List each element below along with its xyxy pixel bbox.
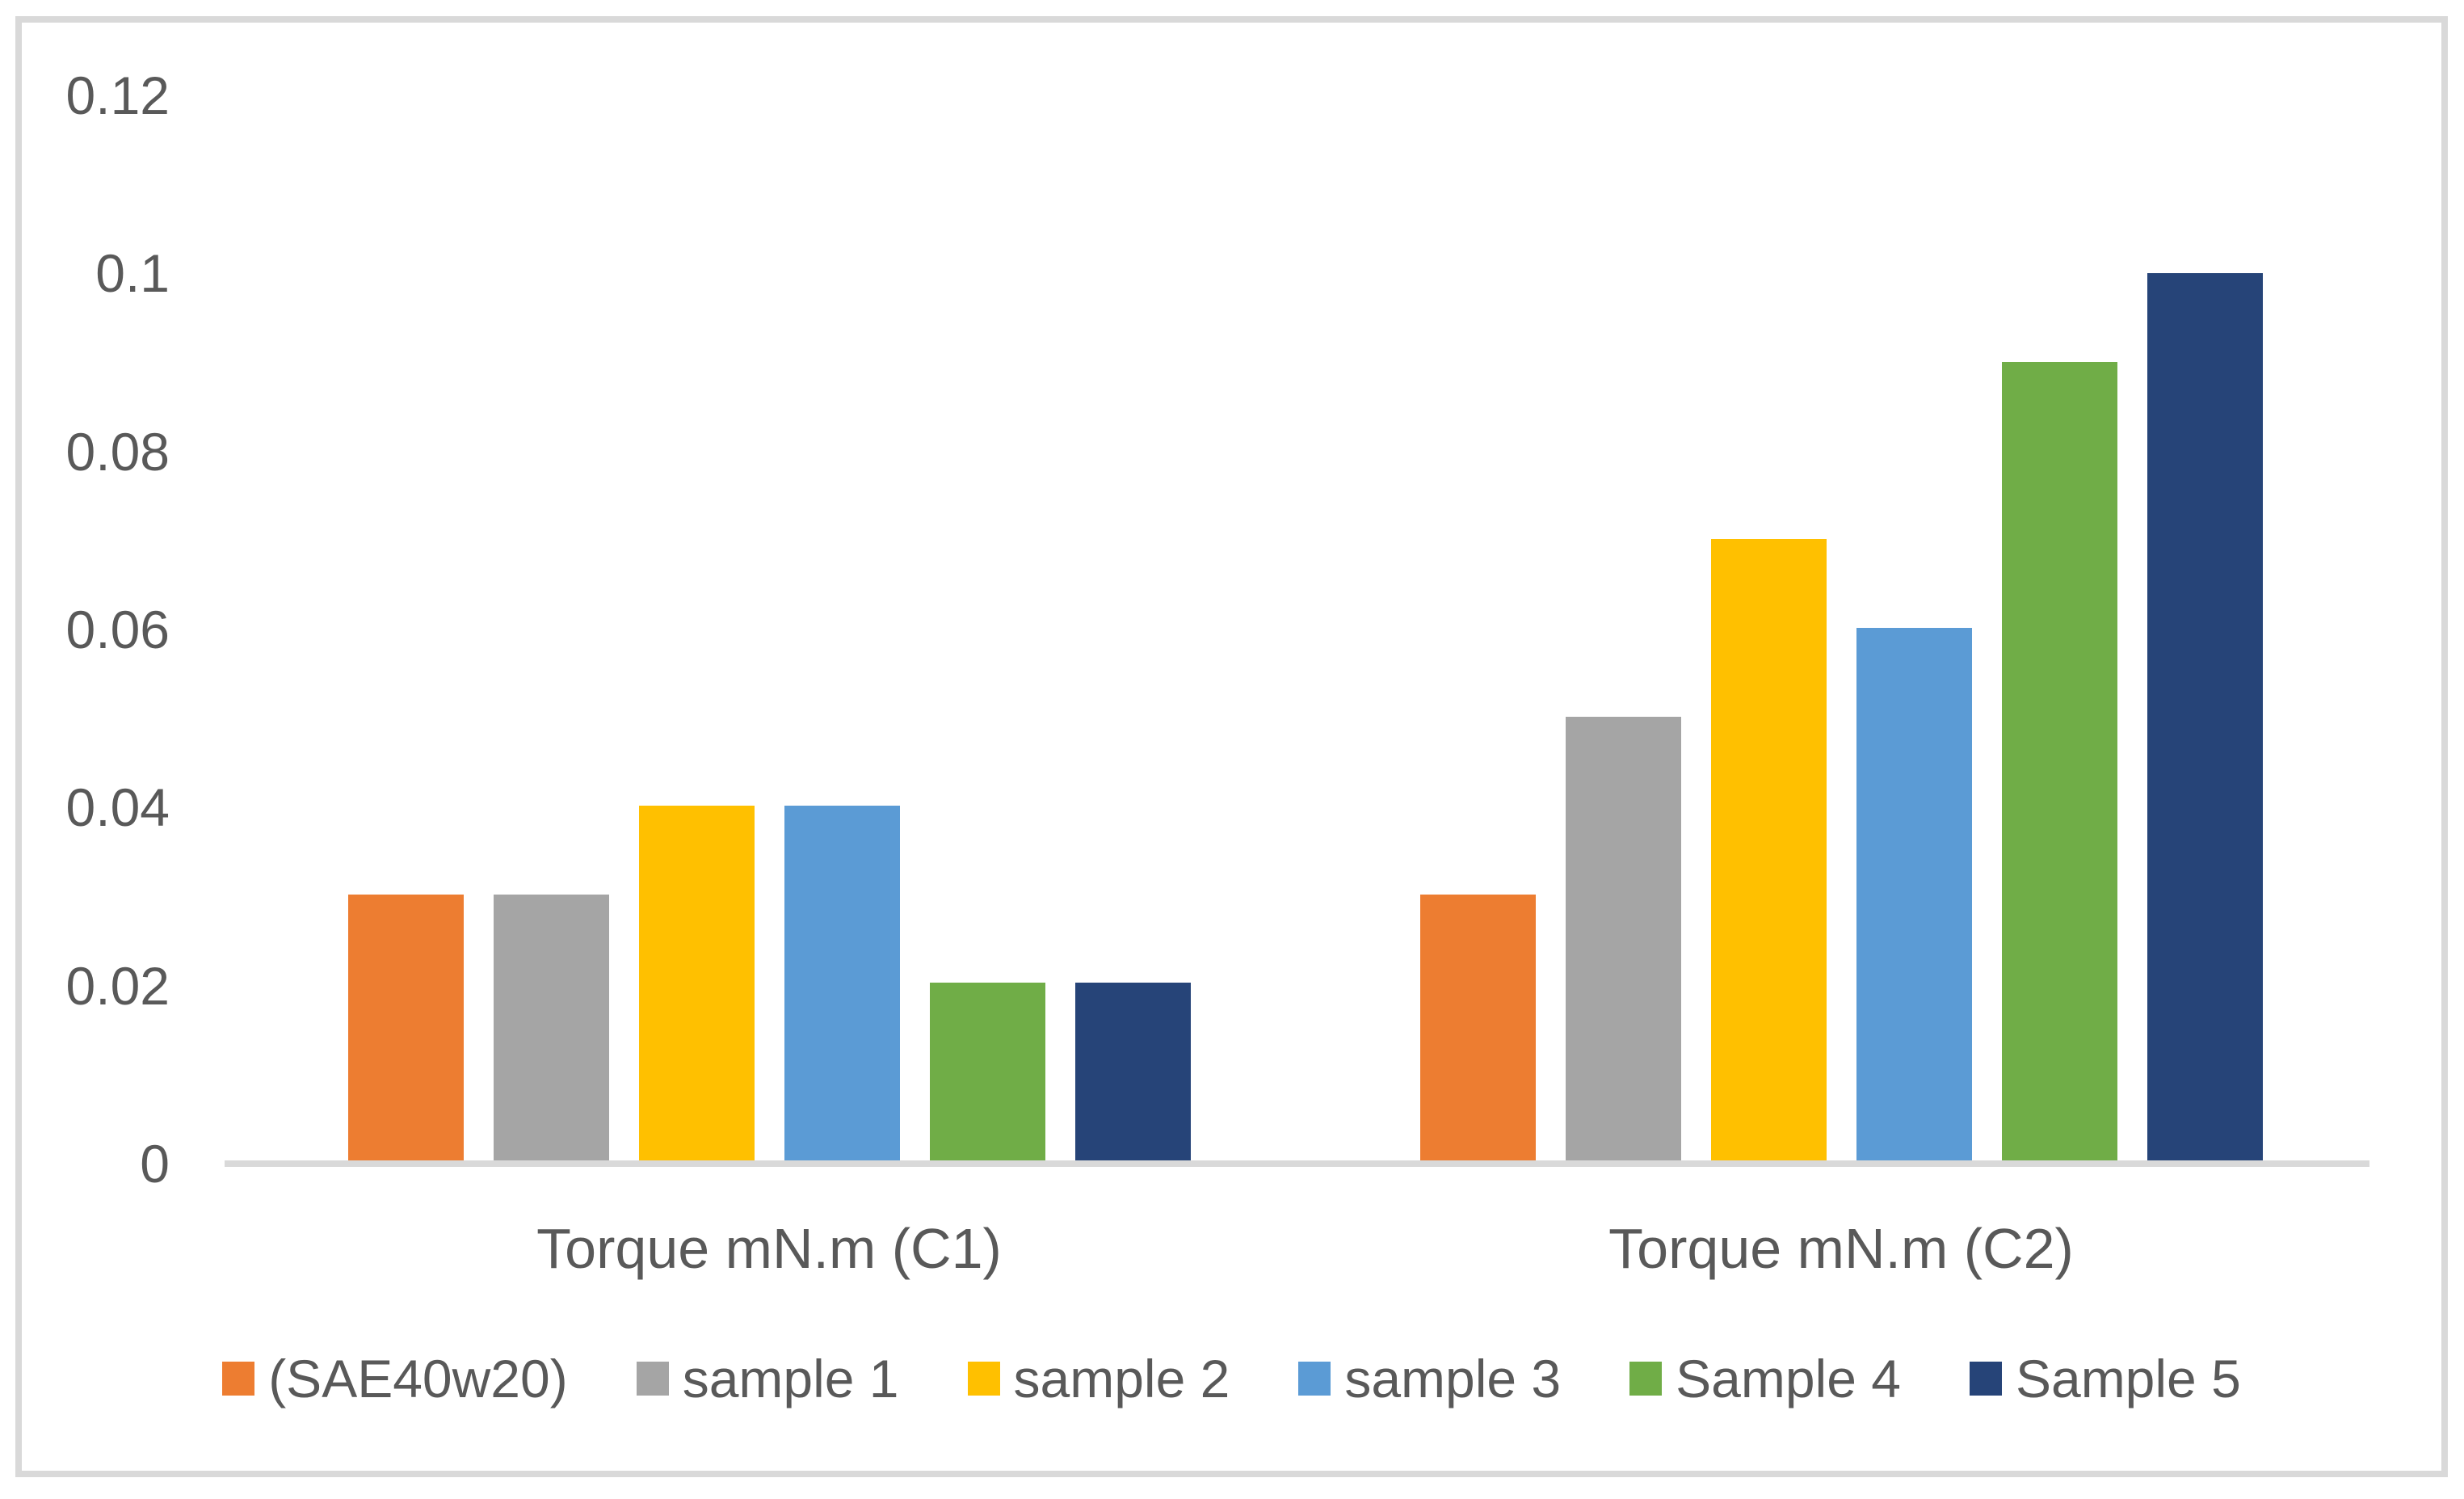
legend-label: (SAE40w20): [268, 1349, 568, 1408]
legend: (SAE40w20) sample 1 sample 2 sample 3 Sample…: [22, 1352, 2441, 1405]
bar-sample-5: [2147, 272, 2263, 1160]
bar-sae40w20: [348, 894, 464, 1160]
bar-group-2: [1420, 95, 2263, 1160]
legend-item: Sample 5: [1969, 1349, 2241, 1408]
legend-item: Sample 4: [1629, 1352, 1901, 1405]
legend-item: sample 2: [967, 1349, 1230, 1408]
bar-sample-2: [639, 805, 755, 1160]
x-axis-labels: Torque mN.m (C1) Torque mN.m (C2): [22, 1220, 2441, 1277]
category-label: Torque mN.m (C2): [1608, 1217, 2074, 1280]
bar-sample-3: [1856, 628, 1972, 1160]
bar-sample-3: [784, 805, 900, 1160]
y-tick-label: 0.1: [95, 243, 170, 304]
legend-label: sample 1: [682, 1349, 899, 1408]
legend-item: sample 3: [1298, 1352, 1561, 1405]
legend-label: sample 2: [1013, 1349, 1230, 1408]
bar-sae40w20: [1420, 894, 1536, 1160]
bar-sample-4: [2002, 361, 2117, 1160]
legend-swatch-icon: [1629, 1362, 1663, 1396]
x-axis-line: [225, 1160, 2369, 1167]
legend-label: Sample 5: [2015, 1349, 2241, 1408]
y-axis: 0 0.02 0.04 0.06 0.08 0.1 0.12: [22, 69, 170, 1190]
y-tick-label: 0: [140, 1134, 170, 1194]
legend-swatch-icon: [1298, 1362, 1331, 1396]
legend-item: sample 1: [636, 1349, 899, 1408]
bar-sample-1: [494, 894, 609, 1160]
y-tick-label: 0.08: [65, 421, 170, 482]
legend-swatch-icon: [222, 1362, 255, 1396]
chart-frame: 0 0.02 0.04 0.06 0.08 0.1 0.12 Torque mN.m (C1…: [15, 16, 2448, 1477]
y-tick-label: 0.12: [65, 65, 170, 125]
bar-sample-2: [1711, 539, 1827, 1160]
legend-item: (SAE40w20): [222, 1352, 568, 1405]
bar-sample-4: [930, 983, 1045, 1160]
bar-sample-1: [1566, 716, 1681, 1160]
legend-label: Sample 4: [1676, 1349, 1901, 1408]
category-label: Torque mN.m (C1): [536, 1217, 1002, 1280]
y-tick-label: 0.04: [65, 777, 170, 838]
plot-area: [225, 95, 2369, 1160]
y-tick-label: 0.02: [65, 955, 170, 1016]
legend-swatch-icon: [967, 1362, 1000, 1396]
bar-sample-5: [1075, 983, 1191, 1160]
legend-swatch-icon: [636, 1362, 669, 1396]
legend-swatch-icon: [1969, 1362, 2002, 1396]
y-tick-label: 0.06: [65, 600, 170, 659]
bar-group-1: [348, 95, 1191, 1160]
legend-label: sample 3: [1344, 1349, 1562, 1408]
